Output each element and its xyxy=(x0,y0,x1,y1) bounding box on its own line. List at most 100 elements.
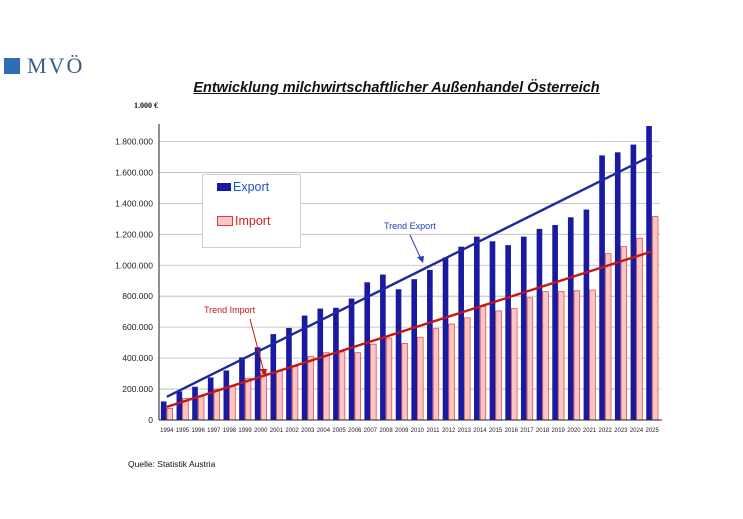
import-bar xyxy=(197,396,205,421)
import-bar xyxy=(589,289,596,421)
import-bar xyxy=(448,323,455,421)
import-bar xyxy=(307,356,314,421)
x-tick-label: 1998 xyxy=(223,428,237,434)
import-bar xyxy=(354,352,361,421)
export-bar xyxy=(567,217,574,420)
trend-import-arrow xyxy=(249,318,265,373)
import-bar xyxy=(401,343,408,421)
import-bar xyxy=(620,246,628,421)
import-bar xyxy=(229,386,236,421)
unit-label: 1.000 € xyxy=(134,101,158,110)
y-tick-label: 1.600.000 xyxy=(115,167,153,177)
import-bar xyxy=(558,291,565,421)
import-bar xyxy=(652,216,659,421)
import-bar xyxy=(260,373,267,421)
legend-swatch-import xyxy=(217,216,233,226)
import-bar xyxy=(166,408,174,421)
export-bar xyxy=(536,228,543,420)
x-tick-label: 2014 xyxy=(473,428,487,434)
x-tick-label: 1995 xyxy=(176,428,190,434)
export-bar xyxy=(458,246,464,420)
legend-item-import: Import xyxy=(217,214,270,228)
trend-export-arrowhead xyxy=(417,256,424,263)
export-bar xyxy=(270,334,277,420)
export-bar xyxy=(442,257,449,420)
export-bar xyxy=(395,289,402,420)
x-tick-label: 2003 xyxy=(301,428,315,434)
export-bar xyxy=(583,209,590,420)
export-bar xyxy=(630,144,637,420)
trend-import-label: Trend Import xyxy=(204,305,256,315)
x-tick-label: 2012 xyxy=(442,428,456,434)
export-bar xyxy=(380,274,386,420)
trend-import-arrowhead xyxy=(260,369,267,377)
import-bar xyxy=(636,237,643,421)
import-bar xyxy=(213,388,220,421)
y-tick-label: 1.800.000 xyxy=(115,136,153,146)
import-bar xyxy=(495,310,502,421)
logo: MVÖ xyxy=(4,53,84,79)
x-tick-label: 2002 xyxy=(285,428,299,434)
x-tick-label: 2010 xyxy=(411,428,425,434)
x-tick-label: 2013 xyxy=(458,428,472,434)
x-tick-label: 2017 xyxy=(520,428,534,434)
x-tick-label: 2008 xyxy=(379,428,393,434)
import-bar xyxy=(464,317,471,421)
export-bar xyxy=(333,307,339,420)
x-tick-label: 2024 xyxy=(630,428,644,434)
y-tick-label: 0 xyxy=(148,415,153,425)
legend-swatch-export xyxy=(217,183,231,191)
export-bar xyxy=(348,298,355,420)
y-tick-label: 800.000 xyxy=(122,291,153,301)
x-tick-label: 2022 xyxy=(599,428,613,434)
x-tick-label: 2000 xyxy=(254,428,268,434)
import-bar xyxy=(573,290,581,421)
import-bar xyxy=(244,377,252,421)
y-tick-label: 400.000 xyxy=(122,353,153,363)
import-bar xyxy=(291,366,299,421)
import-bar xyxy=(370,343,377,421)
import-bar xyxy=(323,352,330,421)
chart-title: Entwicklung milchwirtschaftlicher Außenh… xyxy=(193,80,600,96)
legend-label-import: Import xyxy=(235,214,271,228)
x-tick-label: 2007 xyxy=(364,428,378,434)
export-bar xyxy=(317,308,324,420)
import-bar xyxy=(526,297,534,421)
export-bar xyxy=(254,347,261,420)
export-bar xyxy=(286,327,292,420)
export-bar xyxy=(239,357,245,420)
trend-lines: Trend Export Trend Import xyxy=(166,154,653,408)
export-bar xyxy=(552,225,558,420)
x-tick-label: 2015 xyxy=(489,428,503,434)
trend-export-label: Trend Export xyxy=(384,221,436,231)
x-tick-label: 2025 xyxy=(645,428,659,434)
export-bar xyxy=(223,370,230,420)
export-bar xyxy=(207,377,214,420)
export-bar xyxy=(505,245,511,420)
x-tick-label: 2004 xyxy=(317,428,331,434)
source-note: Quelle: Statistik Austria xyxy=(128,459,216,469)
logo-square-icon xyxy=(4,58,20,74)
export-bar xyxy=(520,236,527,420)
export-bar xyxy=(474,236,480,420)
x-tick-label: 2018 xyxy=(536,428,550,434)
import-bar xyxy=(385,337,393,421)
x-tick-label: 2011 xyxy=(427,428,441,434)
y-tick-label: 200.000 xyxy=(122,384,153,394)
export-bar xyxy=(411,279,418,420)
x-tick-label: 1996 xyxy=(191,428,205,434)
import-bar xyxy=(432,328,440,421)
y-tick-label: 1.400.000 xyxy=(115,198,153,208)
x-tick-label: 2019 xyxy=(552,428,566,434)
import-bar xyxy=(542,291,549,421)
y-tick-label: 600.000 xyxy=(122,322,153,332)
x-tick-label: 2016 xyxy=(505,428,519,434)
export-bar xyxy=(364,282,371,420)
x-tick-label: 1999 xyxy=(238,428,252,434)
export-bar xyxy=(427,269,433,420)
export-bar xyxy=(646,126,652,420)
export-bar xyxy=(301,315,308,420)
trend-export-line xyxy=(166,154,653,398)
x-tick-label: 2021 xyxy=(583,428,597,434)
import-bar xyxy=(511,308,518,421)
